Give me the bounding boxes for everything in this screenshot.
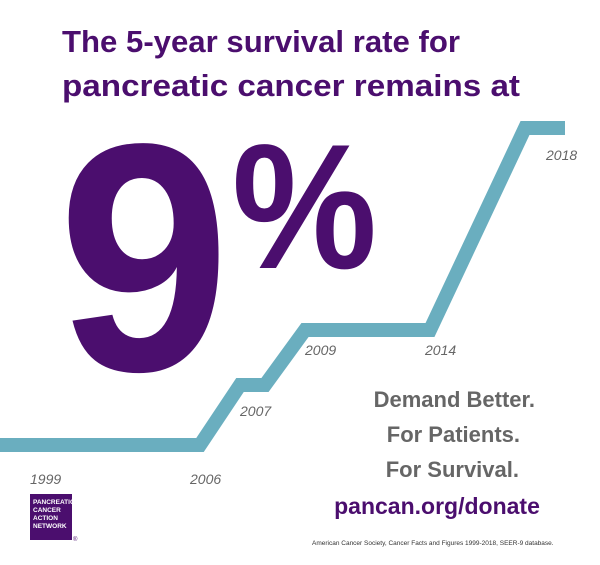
slogan-line: Demand Better. bbox=[374, 387, 535, 412]
source-note: American Cancer Society, Cancer Facts an… bbox=[312, 540, 554, 547]
year-label: 2007 bbox=[239, 403, 272, 419]
slogan-line: For Patients. bbox=[387, 422, 520, 447]
logo-box bbox=[30, 494, 72, 540]
logo-line: NETWORK bbox=[33, 523, 67, 530]
year-label: 2018 bbox=[545, 147, 577, 163]
logo-line: CANCER bbox=[33, 507, 61, 514]
big-number: 9 bbox=[58, 76, 230, 439]
step-line bbox=[0, 121, 565, 452]
percent-sign: % bbox=[232, 107, 377, 306]
headline: The 5-year survival rate for bbox=[62, 24, 460, 59]
donate-url[interactable]: pancan.org/donate bbox=[334, 493, 540, 519]
logo-line: ACTION bbox=[33, 515, 58, 522]
slogan-line: For Survival. bbox=[386, 457, 519, 482]
year-label: 2006 bbox=[189, 471, 221, 487]
headline: pancreatic cancer remains at bbox=[62, 68, 520, 103]
logo-mark: ® bbox=[73, 536, 78, 543]
year-label: 2014 bbox=[424, 342, 456, 358]
year-label: 1999 bbox=[30, 471, 61, 487]
logo-text: PANCREATIC CANCER ACTION NETWORK bbox=[33, 499, 75, 530]
logo-line: PANCREATIC bbox=[33, 499, 75, 506]
year-label: 2009 bbox=[304, 342, 336, 358]
